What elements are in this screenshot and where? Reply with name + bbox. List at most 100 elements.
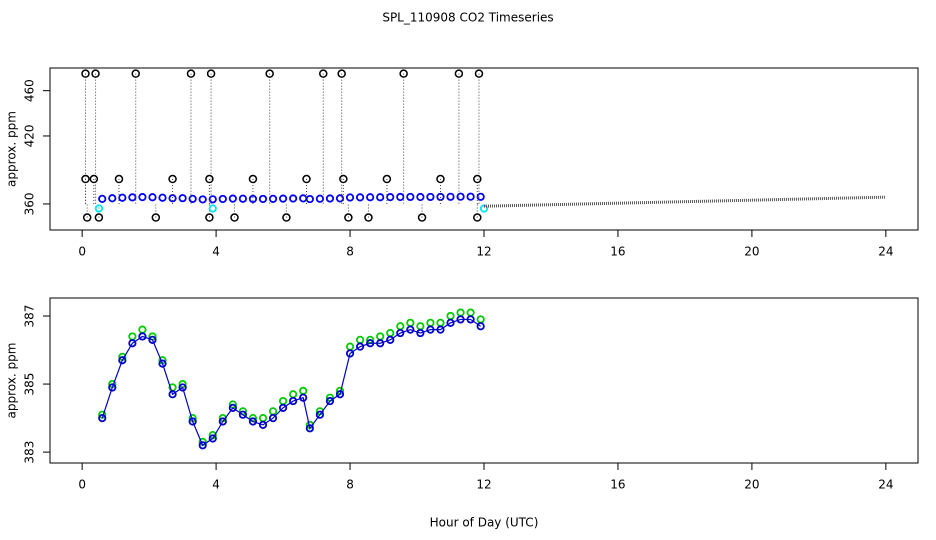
- data-point: [396, 322, 405, 331]
- data-point: [325, 194, 335, 203]
- x-tick-label: 8: [346, 245, 354, 259]
- data-point: [476, 315, 485, 324]
- x-tick-label: 0: [78, 478, 86, 492]
- data-point: [466, 308, 475, 317]
- data-point: [315, 194, 325, 203]
- data-point: [305, 424, 314, 433]
- data-point: [82, 213, 92, 222]
- data-point: [188, 194, 197, 203]
- x-tick-label: 0: [78, 245, 86, 259]
- data-point: [258, 413, 268, 423]
- chart-title: SPL_110908 CO2 Timeseries: [382, 11, 553, 25]
- data-point: [258, 194, 268, 204]
- x-tick-label: 12: [476, 245, 491, 259]
- x-tick-label: 20: [744, 478, 759, 492]
- x-tick-label: 20: [744, 245, 759, 259]
- data-point: [299, 393, 308, 402]
- data-point: [302, 174, 311, 184]
- data-point: [81, 174, 90, 184]
- data-point: [108, 383, 117, 392]
- data-point: [406, 318, 415, 327]
- data-point: [248, 174, 258, 184]
- data-point: [228, 194, 237, 203]
- y-tick-label: 387: [23, 305, 37, 328]
- data-point: [454, 69, 464, 78]
- data-point: [205, 213, 214, 222]
- data-point: [289, 194, 298, 203]
- data-point: [208, 195, 217, 204]
- data-point: [382, 174, 392, 184]
- x-tick-label: 12: [476, 478, 491, 492]
- data-point: [406, 325, 415, 334]
- y-tick-label: 460: [23, 79, 37, 102]
- data-point: [218, 194, 227, 204]
- data-point: [474, 69, 484, 78]
- data-point: [364, 213, 373, 222]
- data-point: [436, 318, 445, 327]
- data-point: [248, 417, 258, 426]
- data-point: [230, 213, 239, 222]
- data-point: [198, 441, 207, 450]
- y-tick-label: 383: [23, 441, 37, 464]
- data-point: [114, 174, 124, 184]
- y-axis-label: approx. ppm: [5, 343, 19, 419]
- data-point: [417, 213, 427, 222]
- data-point: [399, 69, 408, 78]
- data-point: [148, 335, 157, 344]
- data-point: [366, 339, 375, 348]
- x-axis-label: Hour of Day (UTC): [430, 516, 539, 530]
- data-point: [238, 410, 247, 419]
- data-point: [94, 204, 103, 213]
- data-point: [168, 174, 177, 184]
- data-point: [94, 213, 104, 222]
- data-point: [148, 193, 157, 202]
- dotted-line: [483, 195, 886, 208]
- data-point: [98, 194, 107, 203]
- data-point: [299, 386, 308, 395]
- data-point: [218, 417, 227, 426]
- data-point: [426, 325, 435, 334]
- data-point: [206, 69, 216, 78]
- data-point: [446, 318, 455, 327]
- series-line: [101, 318, 481, 447]
- data-point: [178, 383, 187, 392]
- data-point: [339, 174, 348, 184]
- data-point: [138, 193, 147, 202]
- data-point: [436, 325, 445, 334]
- data-point: [158, 193, 167, 202]
- data-point: [335, 390, 345, 399]
- data-point: [208, 204, 217, 213]
- data-point: [168, 194, 177, 203]
- data-point: [376, 193, 385, 202]
- data-point: [238, 194, 247, 203]
- data-point: [158, 359, 167, 368]
- data-point: [128, 332, 137, 341]
- plot-frame: [49, 297, 919, 464]
- data-point: [386, 193, 395, 202]
- y-tick-label: 385: [23, 373, 37, 396]
- data-point: [386, 335, 395, 344]
- data-point: [178, 194, 187, 203]
- y-axis-label: approx. ppm: [5, 111, 19, 187]
- x-tick-label: 16: [610, 478, 625, 492]
- data-point: [81, 69, 90, 78]
- x-tick-label: 4: [212, 478, 220, 492]
- data-point: [396, 328, 405, 338]
- data-point: [128, 193, 137, 202]
- data-point: [355, 342, 365, 351]
- data-point: [315, 410, 325, 419]
- data-point: [248, 194, 258, 204]
- data-point: [128, 339, 137, 348]
- data-point: [476, 192, 485, 201]
- data-point: [138, 332, 147, 341]
- data-point: [345, 342, 355, 351]
- data-point: [91, 69, 100, 78]
- data-point: [108, 194, 117, 203]
- data-point: [118, 356, 127, 365]
- data-point: [278, 194, 288, 203]
- data-point: [168, 390, 177, 399]
- x-tick-label: 4: [212, 245, 220, 259]
- data-point: [268, 407, 278, 416]
- data-point: [366, 193, 375, 202]
